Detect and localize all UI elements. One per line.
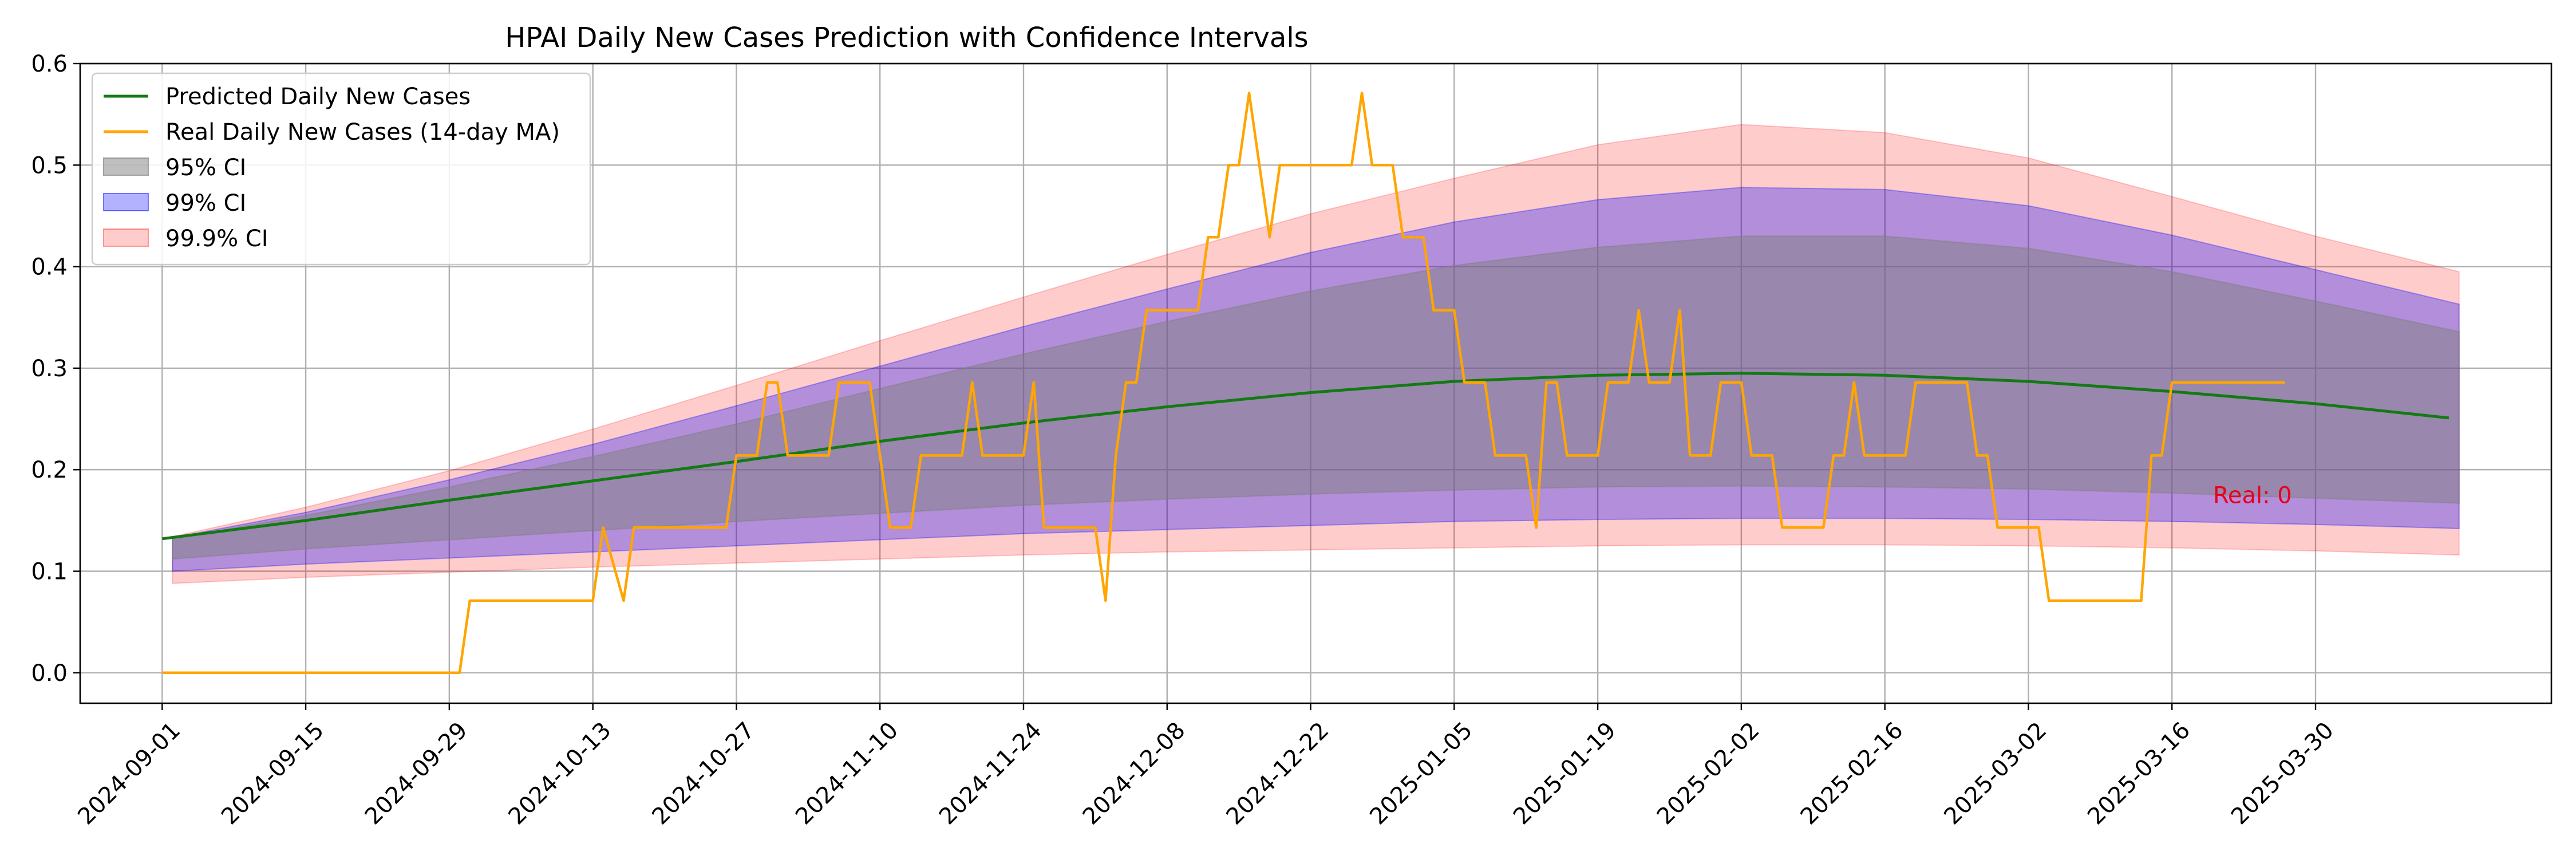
y-tick-label: 0.5 (31, 152, 68, 179)
y-tick-label: 0.4 (31, 254, 68, 281)
real-line (162, 92, 2285, 675)
legend-label: 99% CI (165, 190, 246, 216)
legend-label: 95% CI (165, 155, 246, 181)
y-tick-label: 0.0 (31, 660, 68, 687)
y-tick-label: 0.1 (31, 559, 68, 585)
chart-title: HPAI Daily New Cases Prediction with Con… (505, 22, 1308, 54)
legend-swatch (103, 228, 149, 247)
y-tick-label: 0.3 (31, 356, 68, 382)
legend: Predicted Daily New Cases Real Daily New … (91, 72, 591, 266)
legend-label: Real Daily New Cases (14-day MA) (165, 119, 560, 145)
legend-swatch (103, 193, 149, 211)
axes-frame (79, 62, 2553, 704)
predicted-line (161, 372, 2449, 541)
legend-label: 99.9% CI (165, 226, 268, 252)
legend-label: Predicted Daily New Cases (165, 84, 471, 110)
real-value-annotation: Real: 0 (2213, 483, 2292, 509)
legend-box (91, 72, 591, 266)
ci-band (172, 235, 2460, 560)
y-tick-label: 0.2 (31, 457, 68, 483)
legend-swatch (103, 157, 149, 176)
y-tick-label: 0.6 (31, 51, 68, 77)
